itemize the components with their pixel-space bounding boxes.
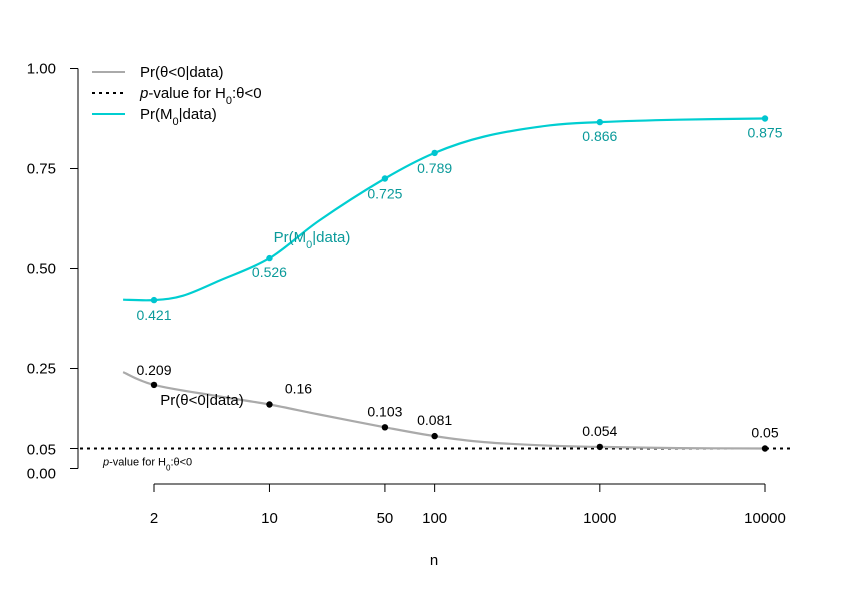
reference-line-layer: p-value for H0:θ<0 <box>80 447 790 473</box>
series-annotation-theta: Pr(θ<0|data) <box>160 392 244 409</box>
data-point <box>431 432 438 440</box>
legend-label: Pr(M0|data) <box>140 106 217 128</box>
x-tick-label: 10 <box>261 510 278 527</box>
x-axis-label: n <box>430 552 438 569</box>
data-point <box>761 445 769 452</box>
data-point <box>150 381 158 389</box>
data-point <box>266 254 273 262</box>
data-point <box>381 175 389 182</box>
series-layer: 0.209 0.16 0.103 0.081 0.054 0.05 Pr(θ<0|data)… <box>122 115 783 452</box>
data-label: 0.209 <box>136 362 171 378</box>
x-tick-label: 10000 <box>744 510 786 527</box>
x-axis: 2 10 50 100 1000 10000 <box>150 483 786 527</box>
series-theta: 0.209 0.16 0.103 0.081 0.054 0.05 Pr(θ<0|data) <box>122 362 779 452</box>
data-point <box>266 401 273 408</box>
y-tick-label: 0.50 <box>27 261 56 278</box>
legend: Pr(θ<0|data) p-value for H0:θ<0Pr(M0|data… <box>92 64 262 128</box>
data-label: 0.789 <box>417 160 452 176</box>
y-tick-label: 0.05 <box>27 442 56 459</box>
legend-item-pvalue: p-value for H0:θ<0 <box>92 85 262 107</box>
data-label: 0.16 <box>285 381 312 397</box>
legend-label: Pr(θ<0|data) <box>140 64 224 81</box>
y-tick-label: 0.00 <box>27 466 56 483</box>
data-point <box>596 443 604 451</box>
y-axis: 0.00 0.05 0.25 0.50 0.75 1.00 <box>27 61 79 483</box>
series-line-theta <box>122 371 766 450</box>
data-label: 0.421 <box>136 307 171 323</box>
data-label: 0.875 <box>747 125 782 141</box>
data-point <box>381 424 389 431</box>
data-label: 0.526 <box>252 264 287 280</box>
legend-item-theta: Pr(θ<0|data) <box>92 64 224 81</box>
data-label: 0.866 <box>582 128 617 144</box>
legend-label: p-value for H0:θ<0 <box>139 85 262 107</box>
legend-item-m0: Pr(M0|data) <box>92 106 217 128</box>
series-line-m0 <box>123 117 766 302</box>
data-point <box>150 296 158 304</box>
data-label: 0.054 <box>582 423 617 439</box>
series-annotation-m0: Pr(M0|data) <box>274 229 351 251</box>
y-tick-label: 0.25 <box>27 361 56 378</box>
series-m0: 0.421 0.526 0.725 0.789 0.866 0.875 Pr(M0|data… <box>123 115 783 323</box>
pvalue-reference-label: p-value for H0:θ<0 <box>102 457 192 473</box>
y-tick-label: 0.75 <box>27 161 56 178</box>
data-point <box>596 118 604 126</box>
data-label: 0.05 <box>751 425 778 441</box>
x-tick-label: 50 <box>377 510 394 527</box>
data-label: 0.103 <box>367 403 402 419</box>
x-tick-label: 100 <box>422 510 447 527</box>
data-label: 0.081 <box>417 412 452 428</box>
x-tick-label: 2 <box>150 510 158 527</box>
data-point <box>761 115 769 122</box>
y-tick-label: 1.00 <box>27 61 56 78</box>
x-tick-label: 1000 <box>583 510 616 527</box>
data-point <box>431 149 438 157</box>
data-label: 0.725 <box>367 186 402 202</box>
